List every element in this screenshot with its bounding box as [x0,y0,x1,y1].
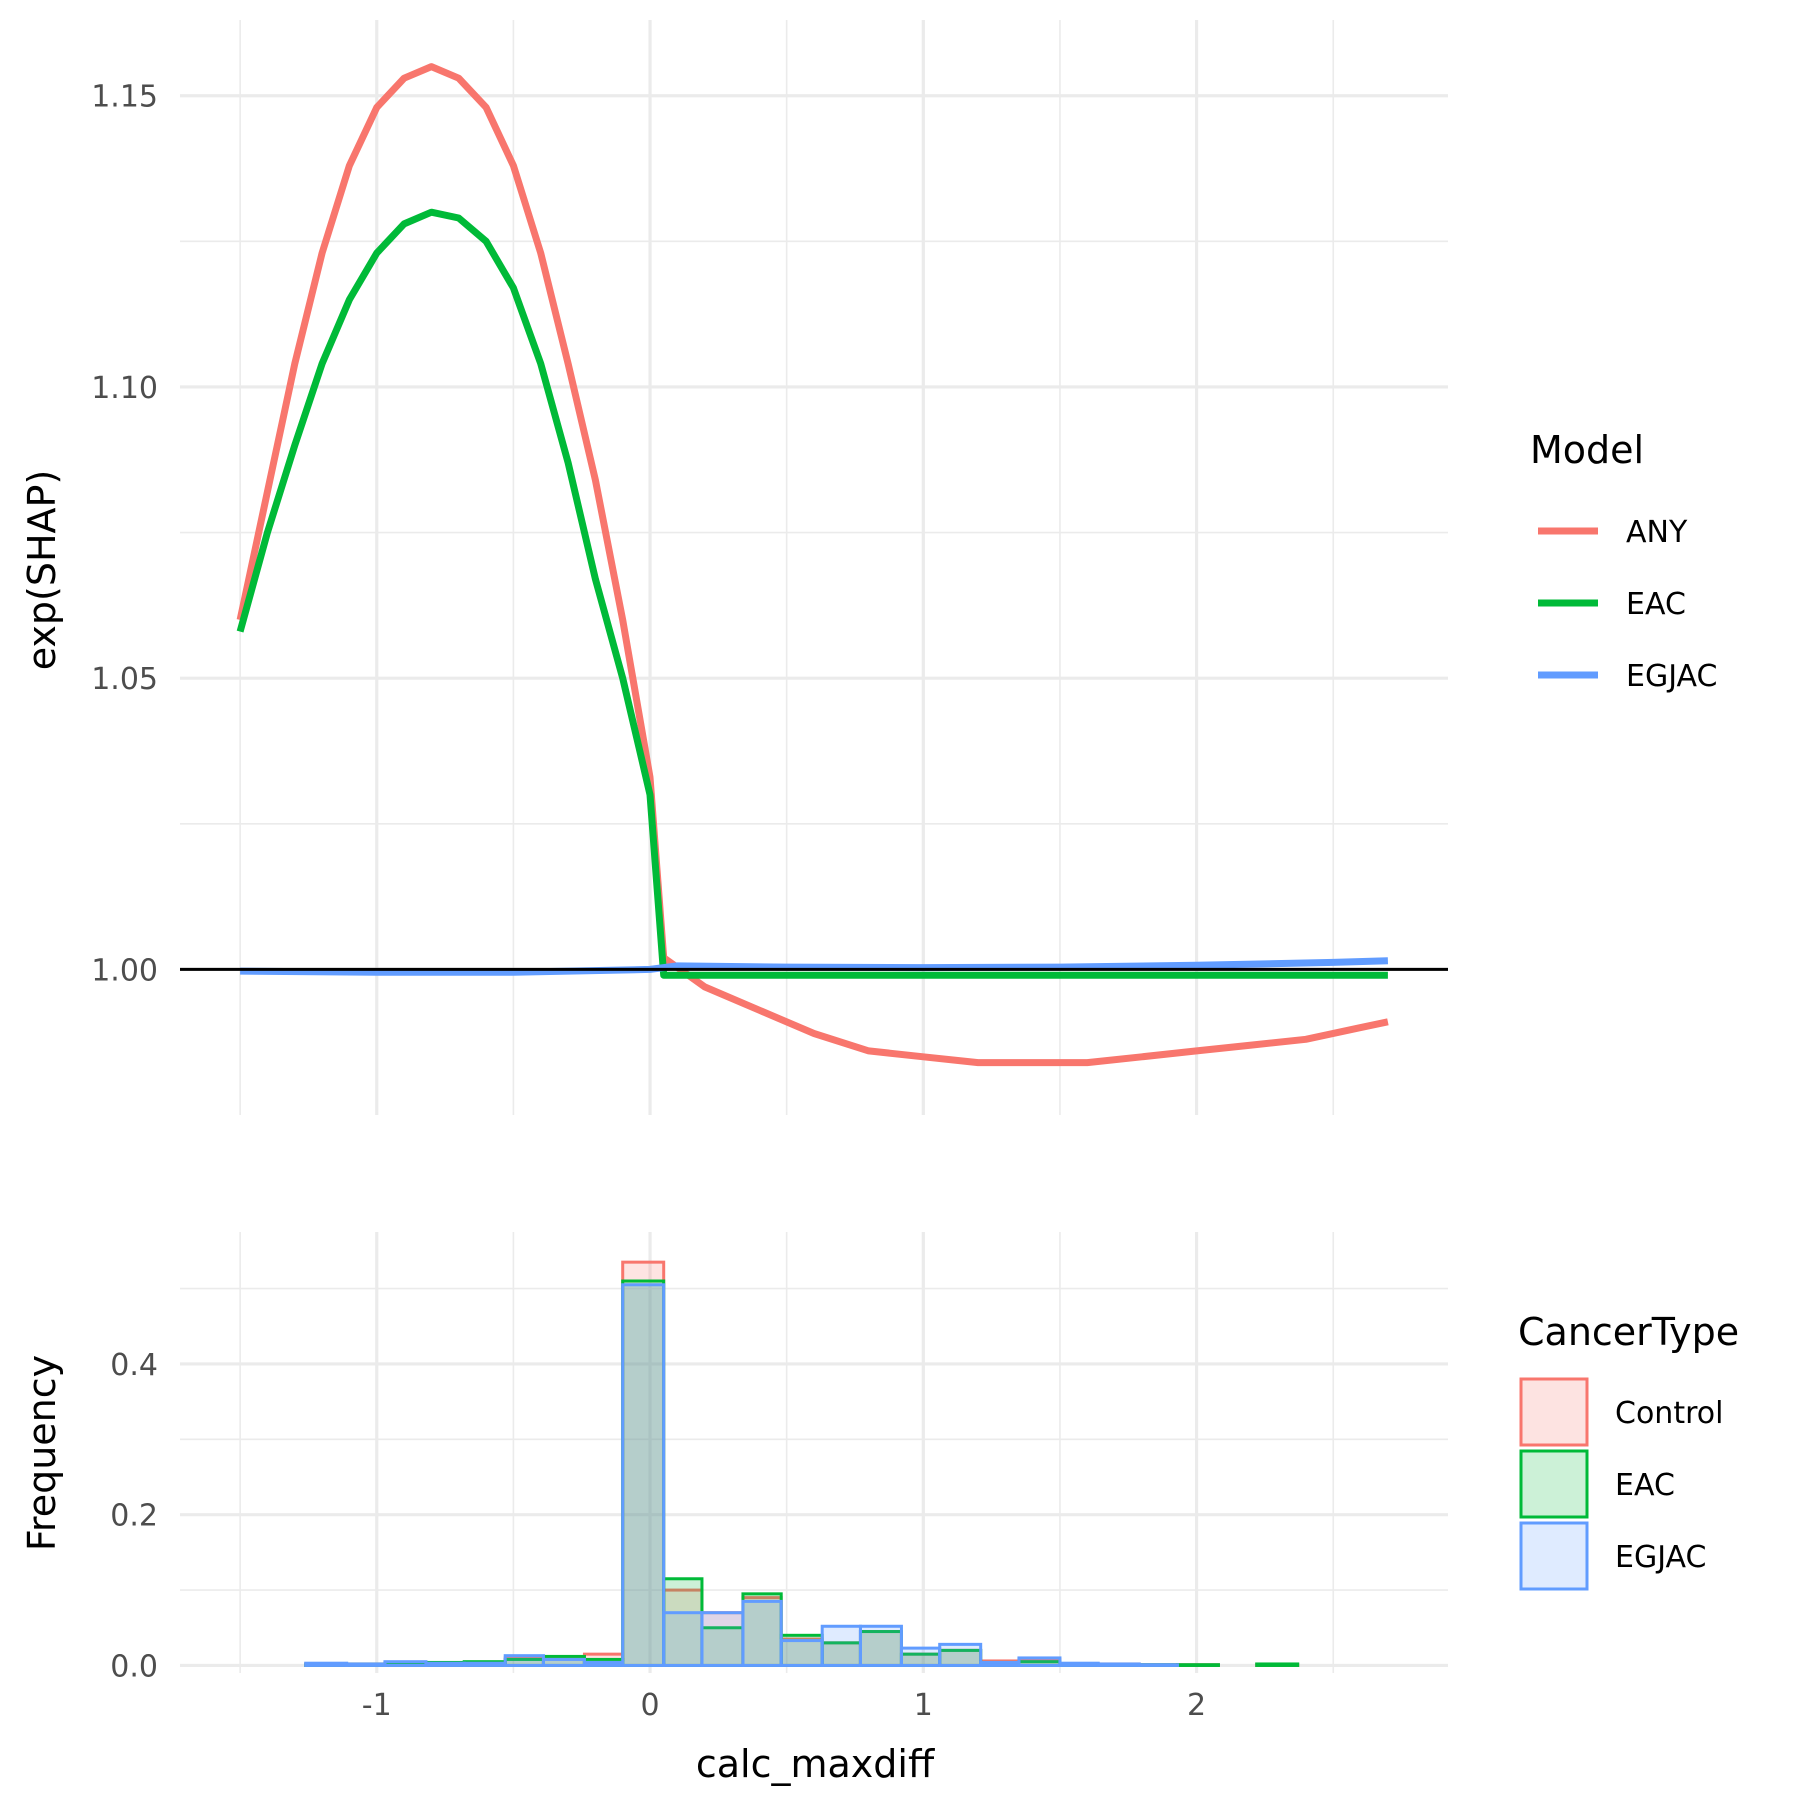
top-y-axis-title: exp(SHAP) [20,470,64,671]
bars-eac [304,1279,1300,1667]
bottom-x-tick-labels: -1 0 1 2 [362,1688,1206,1723]
legend-label-any: ANY [1626,515,1688,550]
histogram-bar [858,1624,903,1667]
histogram-bar [820,1624,862,1667]
histogram-bar [662,1611,704,1667]
histogram-bar [621,1283,666,1667]
legend-label-eac: EAC [1615,1468,1675,1503]
bottom-panel: 0.0 0.2 0.4 -1 0 1 2 Frequency calc_maxdiff [20,1232,1448,1786]
histogram-bar [383,1660,428,1667]
histogram-bar [1175,1663,1220,1667]
histogram-bar [1096,1662,1141,1667]
histogram-bar [899,1646,942,1667]
bottom-y-tick-labels: 0.0 0.2 0.4 [110,1348,158,1685]
legend-cancertype-title: CancerType [1518,1310,1739,1354]
x-tick-label: 2 [1187,1688,1206,1723]
histogram-bar [424,1661,466,1667]
legend-key-egjac [1519,1521,1589,1591]
histogram-bar [541,1657,586,1667]
x-axis-title: calc_maxdiff [696,1742,935,1786]
legend-model-title: Model [1530,428,1644,472]
legend-key-eac [1519,1449,1589,1519]
series-line-any [236,63,1389,1067]
top-y-tick-label: 1.00 [91,953,158,988]
histogram-bar [1017,1656,1062,1667]
histogram-bar [345,1662,387,1667]
histogram-bar [938,1642,983,1667]
top-y-tick-label: 1.05 [91,662,158,697]
histogram-bar [1255,1662,1300,1667]
histogram-bar [741,1599,783,1667]
legend-label-eac: EAC [1626,587,1686,622]
histogram-bar [304,1661,349,1667]
series-line-egjac [240,957,1389,976]
histogram-bar [779,1639,824,1667]
histogram-bar [503,1654,545,1667]
histogram-bar [700,1611,745,1667]
top-panel: 1.00 1.05 1.10 1.15 exp(SHAP) [20,20,1448,1115]
bottom-y-tick-label: 0.2 [110,1499,158,1534]
bars-control [304,1260,1300,1667]
top-y-tick-label: 1.15 [91,80,158,115]
x-tick-label: 0 [640,1688,659,1723]
top-grid [180,20,1448,1115]
bottom-grid [180,1232,1448,1673]
top-y-tick-labels: 1.00 1.05 1.10 1.15 [91,80,158,989]
bottom-histogram-bars [304,1260,1300,1667]
legend-label-egjac: EGJAC [1615,1540,1706,1575]
x-tick-label: -1 [362,1688,392,1723]
legend-cancertype: CancerType Control EAC EGJAC [1518,1310,1739,1591]
legend-model: Model ANY EAC EGJAC [1530,428,1717,694]
top-y-tick-label: 1.10 [91,371,158,406]
bottom-y-tick-label: 0.4 [110,1348,158,1383]
bottom-y-axis-title: Frequency [20,1355,64,1551]
histogram-bar [462,1661,507,1667]
bottom-y-tick-label: 0.0 [110,1649,158,1684]
histogram-bar [741,1596,783,1667]
bars-egjac [304,1283,1179,1667]
x-tick-label: 1 [914,1688,933,1723]
series-line-eac [236,208,1388,979]
legend-key-control [1519,1377,1589,1447]
histogram-bar [1137,1663,1179,1667]
legend-label-egjac: EGJAC [1626,659,1717,694]
histogram-bar [1058,1661,1100,1667]
legend-label-control: Control [1615,1396,1723,1431]
top-series-lines [180,63,1448,1067]
histogram-bar [979,1660,1021,1667]
histogram-bar [582,1660,625,1667]
